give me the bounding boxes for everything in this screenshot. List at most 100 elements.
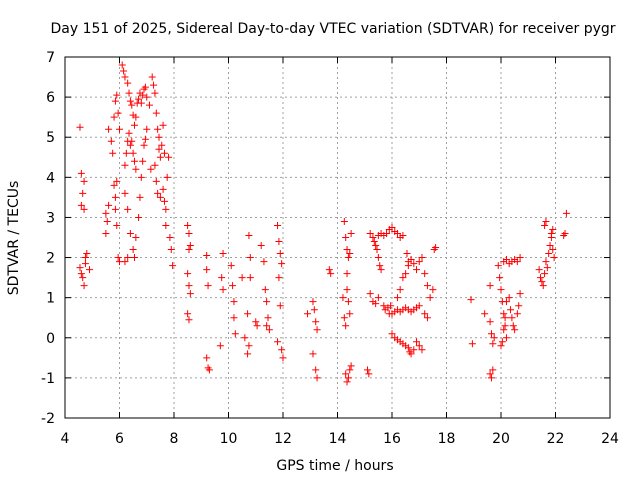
data-point <box>498 338 506 346</box>
data-point <box>260 258 268 266</box>
data-point <box>166 234 174 241</box>
data-point <box>163 173 171 181</box>
data-point <box>126 97 134 105</box>
data-point <box>184 221 192 229</box>
data-point <box>162 221 170 229</box>
y-tick-label: -2 <box>41 411 55 427</box>
data-point <box>218 274 226 282</box>
data-point <box>139 91 147 99</box>
data-point <box>113 91 121 99</box>
data-point <box>407 350 415 358</box>
data-point <box>155 145 163 153</box>
data-point <box>404 344 412 352</box>
data-point <box>185 316 193 324</box>
data-point <box>219 250 227 258</box>
data-point <box>132 234 140 241</box>
data-point <box>509 322 517 330</box>
data-point <box>160 197 168 205</box>
data-point <box>377 266 385 274</box>
data-point <box>500 326 508 334</box>
data-point <box>276 302 284 310</box>
y-tick-label: 7 <box>46 50 55 66</box>
data-point <box>347 362 355 370</box>
data-point <box>508 314 516 322</box>
data-point <box>372 242 380 250</box>
data-point <box>113 177 121 185</box>
data-point <box>388 223 396 231</box>
data-point <box>344 298 352 306</box>
data-point <box>203 266 211 274</box>
data-point <box>275 274 283 282</box>
data-point <box>369 234 377 241</box>
data-point <box>415 342 423 350</box>
data-point <box>421 270 429 278</box>
data-point <box>490 334 498 342</box>
data-point <box>487 330 495 338</box>
x-tick-label: 10 <box>220 431 238 447</box>
data-point <box>230 314 238 322</box>
data-point <box>279 354 287 362</box>
data-point <box>121 73 129 81</box>
data-point <box>346 250 354 258</box>
data-point <box>80 205 88 213</box>
data-point <box>253 322 261 330</box>
data-point <box>129 149 137 157</box>
data-point <box>169 262 177 270</box>
data-point <box>102 209 110 217</box>
data-point <box>116 125 123 133</box>
data-point <box>537 274 545 282</box>
data-point <box>129 246 137 254</box>
data-point <box>543 264 551 272</box>
data-point <box>261 286 269 294</box>
data-point <box>151 161 159 169</box>
data-point <box>494 262 502 270</box>
data-point <box>102 229 110 237</box>
y-tick-label: 6 <box>46 90 55 106</box>
data-point <box>105 201 113 209</box>
data-point <box>342 234 350 241</box>
data-point <box>383 229 391 237</box>
x-tick-label: 16 <box>383 431 401 447</box>
data-point <box>126 229 134 237</box>
data-point <box>86 266 94 274</box>
data-point <box>110 113 118 121</box>
data-point <box>231 330 239 338</box>
data-point <box>147 165 155 173</box>
data-point <box>121 189 129 197</box>
data-point <box>120 67 128 75</box>
data-point <box>159 121 167 129</box>
data-point <box>418 254 426 262</box>
data-point <box>121 161 129 169</box>
x-tick-label: 24 <box>601 431 619 447</box>
y-tick-label: 1 <box>46 291 55 307</box>
data-point <box>340 314 348 322</box>
data-point <box>515 302 523 310</box>
data-point <box>184 310 192 318</box>
data-point <box>264 314 272 322</box>
data-point <box>130 121 138 129</box>
data-point <box>539 282 547 290</box>
data-point <box>252 318 260 326</box>
data-point <box>79 274 87 282</box>
data-point <box>415 302 423 310</box>
data-point <box>481 310 489 318</box>
data-point <box>370 238 378 246</box>
data-point <box>274 338 282 346</box>
data-point <box>143 125 151 133</box>
data-point <box>410 346 418 354</box>
data-point <box>403 250 411 258</box>
data-point <box>327 270 335 278</box>
data-point <box>346 366 354 374</box>
data-point <box>423 314 431 322</box>
data-point <box>203 354 211 362</box>
data-point <box>276 250 284 258</box>
data-point <box>429 286 437 294</box>
data-point <box>396 286 404 294</box>
x-tick-label: 14 <box>329 431 347 447</box>
data-point <box>309 350 317 358</box>
data-point <box>263 298 271 306</box>
data-point <box>399 231 407 239</box>
data-point <box>204 282 212 290</box>
data-point <box>77 169 85 177</box>
